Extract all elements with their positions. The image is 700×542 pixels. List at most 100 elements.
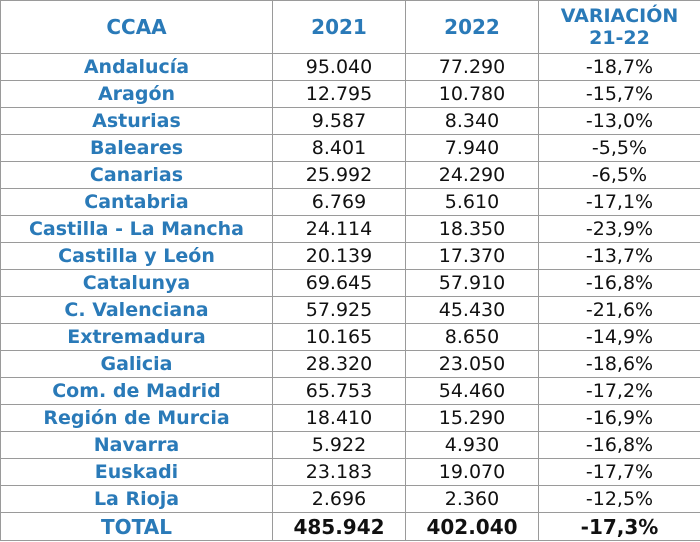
value-2022: 54.460 bbox=[405, 377, 539, 405]
variation-value: -15,7% bbox=[538, 80, 700, 108]
value-2022: 8.650 bbox=[405, 323, 539, 351]
total-variation: -17,3% bbox=[538, 512, 700, 541]
variation-value: -16,8% bbox=[538, 269, 700, 297]
value-2022: 23.050 bbox=[405, 350, 539, 378]
total-2021: 485.942 bbox=[272, 512, 406, 541]
table-row: Navarra 5.922 4.930 -16,8% bbox=[0, 431, 700, 459]
value-2021: 2.696 bbox=[272, 485, 406, 513]
value-2021: 6.769 bbox=[272, 188, 406, 216]
value-2021: 57.925 bbox=[272, 296, 406, 324]
table-row: Región de Murcia 18.410 15.290 -16,9% bbox=[0, 404, 700, 432]
table-row: Extremadura 10.165 8.650 -14,9% bbox=[0, 323, 700, 351]
region-name: Región de Murcia bbox=[0, 404, 273, 432]
table-row: C. Valenciana 57.925 45.430 -21,6% bbox=[0, 296, 700, 324]
value-2021: 95.040 bbox=[272, 53, 406, 81]
header-variation-line1: VARIACIÓN bbox=[560, 5, 679, 27]
region-name: Galicia bbox=[0, 350, 273, 378]
value-2021: 12.795 bbox=[272, 80, 406, 108]
region-name: Com. de Madrid bbox=[0, 377, 273, 405]
table-body: Andalucía 95.040 77.290 -18,7% Aragón 12.795 1… bbox=[0, 53, 700, 513]
header-row: CCAA 2021 2022 VARIACIÓN 21-22 bbox=[0, 0, 700, 54]
region-name: Asturias bbox=[0, 107, 273, 135]
variation-value: -18,6% bbox=[538, 350, 700, 378]
region-name: Aragón bbox=[0, 80, 273, 108]
value-2021: 10.165 bbox=[272, 323, 406, 351]
value-2021: 20.139 bbox=[272, 242, 406, 270]
table-footer: TOTAL 485.942 402.040 -17,3% bbox=[0, 512, 700, 541]
region-name: Baleares bbox=[0, 134, 273, 162]
value-2021: 23.183 bbox=[272, 458, 406, 486]
region-name: C. Valenciana bbox=[0, 296, 273, 324]
variation-value: -5,5% bbox=[538, 134, 700, 162]
header-ccaa: CCAA bbox=[0, 0, 273, 54]
header-2021: 2021 bbox=[272, 0, 406, 54]
header-variation-line2: 21-22 bbox=[589, 27, 650, 49]
total-row: TOTAL 485.942 402.040 -17,3% bbox=[0, 512, 700, 541]
value-2022: 7.940 bbox=[405, 134, 539, 162]
variation-value: -17,2% bbox=[538, 377, 700, 405]
variation-value: -18,7% bbox=[538, 53, 700, 81]
region-name: Cantabria bbox=[0, 188, 273, 216]
value-2022: 10.780 bbox=[405, 80, 539, 108]
value-2021: 18.410 bbox=[272, 404, 406, 432]
table-row: Castilla y León 20.139 17.370 -13,7% bbox=[0, 242, 700, 270]
value-2022: 8.340 bbox=[405, 107, 539, 135]
table-row: La Rioja 2.696 2.360 -12,5% bbox=[0, 485, 700, 513]
value-2022: 57.910 bbox=[405, 269, 539, 297]
table-row: Baleares 8.401 7.940 -5,5% bbox=[0, 134, 700, 162]
variation-value: -17,1% bbox=[538, 188, 700, 216]
table-row: Galicia 28.320 23.050 -18,6% bbox=[0, 350, 700, 378]
total-2022: 402.040 bbox=[405, 512, 539, 541]
region-name: Canarias bbox=[0, 161, 273, 189]
variation-value: -14,9% bbox=[538, 323, 700, 351]
value-2021: 65.753 bbox=[272, 377, 406, 405]
table-row: Com. de Madrid 65.753 54.460 -17,2% bbox=[0, 377, 700, 405]
region-name: Castilla - La Mancha bbox=[0, 215, 273, 243]
variation-value: -16,8% bbox=[538, 431, 700, 459]
table-row: Canarias 25.992 24.290 -6,5% bbox=[0, 161, 700, 189]
region-name: Navarra bbox=[0, 431, 273, 459]
value-2021: 25.992 bbox=[272, 161, 406, 189]
variation-value: -13,7% bbox=[538, 242, 700, 270]
value-2021: 24.114 bbox=[272, 215, 406, 243]
variation-value: -6,5% bbox=[538, 161, 700, 189]
table-row: Euskadi 23.183 19.070 -17,7% bbox=[0, 458, 700, 486]
value-2022: 45.430 bbox=[405, 296, 539, 324]
value-2021: 69.645 bbox=[272, 269, 406, 297]
value-2021: 8.401 bbox=[272, 134, 406, 162]
variation-value: -12,5% bbox=[538, 485, 700, 513]
variation-value: -17,7% bbox=[538, 458, 700, 486]
value-2021: 9.587 bbox=[272, 107, 406, 135]
value-2022: 77.290 bbox=[405, 53, 539, 81]
value-2022: 19.070 bbox=[405, 458, 539, 486]
table-row: Andalucía 95.040 77.290 -18,7% bbox=[0, 53, 700, 81]
region-name: Euskadi bbox=[0, 458, 273, 486]
value-2022: 24.290 bbox=[405, 161, 539, 189]
table-row: Catalunya 69.645 57.910 -16,8% bbox=[0, 269, 700, 297]
total-label: TOTAL bbox=[0, 512, 273, 541]
region-name: La Rioja bbox=[0, 485, 273, 513]
header-2022: 2022 bbox=[405, 0, 539, 54]
table-row: Asturias 9.587 8.340 -13,0% bbox=[0, 107, 700, 135]
value-2022: 18.350 bbox=[405, 215, 539, 243]
value-2022: 4.930 bbox=[405, 431, 539, 459]
region-name: Andalucía bbox=[0, 53, 273, 81]
variation-value: -23,9% bbox=[538, 215, 700, 243]
value-2022: 5.610 bbox=[405, 188, 539, 216]
value-2021: 28.320 bbox=[272, 350, 406, 378]
value-2022: 2.360 bbox=[405, 485, 539, 513]
region-name: Castilla y León bbox=[0, 242, 273, 270]
value-2021: 5.922 bbox=[272, 431, 406, 459]
variation-value: -21,6% bbox=[538, 296, 700, 324]
table-row: Aragón 12.795 10.780 -15,7% bbox=[0, 80, 700, 108]
table-header: CCAA 2021 2022 VARIACIÓN 21-22 bbox=[0, 0, 700, 54]
region-name: Catalunya bbox=[0, 269, 273, 297]
header-variation: VARIACIÓN 21-22 bbox=[538, 0, 700, 54]
variation-value: -16,9% bbox=[538, 404, 700, 432]
value-2022: 17.370 bbox=[405, 242, 539, 270]
value-2022: 15.290 bbox=[405, 404, 539, 432]
table-row: Castilla - La Mancha 24.114 18.350 -23,9% bbox=[0, 215, 700, 243]
region-name: Extremadura bbox=[0, 323, 273, 351]
